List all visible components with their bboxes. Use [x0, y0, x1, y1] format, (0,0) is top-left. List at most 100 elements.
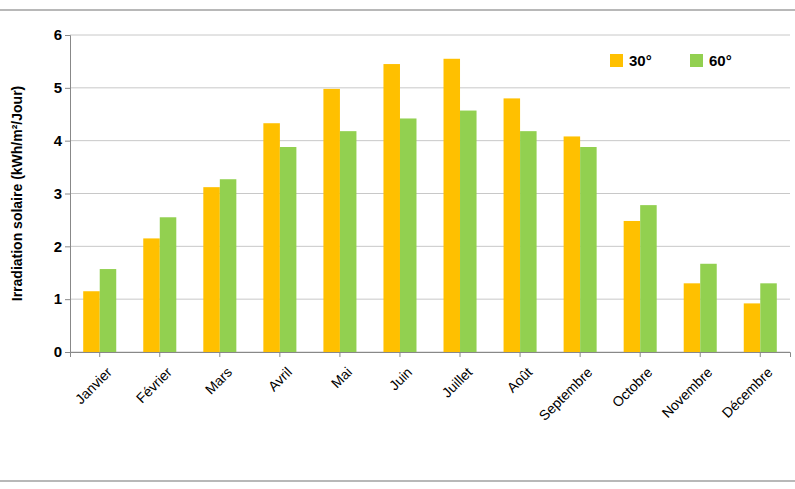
bar: [760, 283, 777, 352]
x-tick: Novembre: [658, 352, 715, 421]
x-tick-label: Septembre: [536, 364, 596, 424]
x-tick-mark: [99, 352, 100, 357]
y-tick-label: 6: [54, 26, 62, 43]
bar-series: [83, 59, 760, 352]
x-tick-label: Janvier: [72, 364, 115, 407]
x-tick-label: Février: [133, 364, 175, 406]
y-axis-line: [65, 36, 71, 353]
x-tick-label: Octobre: [609, 364, 656, 411]
x-tick-mark: [760, 352, 761, 357]
x-tick-label: Avril: [265, 364, 295, 394]
bar: [203, 187, 220, 352]
grid-line: [70, 299, 790, 300]
y-tick-mark: [65, 352, 70, 353]
x-tick-label: Juin: [386, 364, 415, 393]
bars: [83, 59, 777, 352]
bar: [640, 205, 657, 352]
x-tick: Février: [133, 352, 175, 406]
bar: [520, 131, 537, 352]
bar: [744, 303, 761, 352]
grid: [70, 35, 790, 352]
y-tick-label: 5: [54, 79, 62, 96]
y-tick-mark: [65, 141, 70, 142]
chart: 0 1 2 3 4 5 6 Janvier Février Mars Avril Mai Juin Jui…: [0, 0, 795, 489]
x-axis: Janvier Février Mars Avril Mai Juin Juillet Aoû…: [71, 352, 791, 424]
x-tick: Mars: [202, 352, 235, 397]
x-tick-mark: [159, 352, 160, 357]
x-tick-mark: [520, 352, 521, 357]
x-tick-mark: [580, 352, 581, 357]
y-tick: 1: [54, 290, 70, 307]
y-tick-label: 3: [54, 185, 62, 202]
x-tick: Janvier: [72, 352, 115, 407]
x-tick-mark: [219, 352, 220, 357]
grid-line: [70, 140, 790, 141]
bar: [220, 179, 237, 352]
bar: [383, 64, 400, 352]
x-tick: Avril: [265, 352, 295, 394]
grid-line: [70, 193, 790, 194]
frame-bottom: [0, 480, 795, 482]
bar-series: [100, 111, 777, 352]
bar: [460, 111, 477, 352]
bar: [263, 123, 280, 352]
y-tick: 3: [54, 185, 70, 202]
bar: [564, 136, 581, 352]
y-tick-label: 0: [54, 343, 62, 360]
y-tick-mark: [65, 246, 70, 247]
plot: 0 1 2 3 4 5 6 Janvier Février Mars Avril Mai Juin Jui…: [54, 26, 791, 423]
x-tick: Octobre: [609, 352, 656, 410]
bar: [160, 217, 177, 352]
x-tick-mark: [399, 352, 400, 357]
x-tick-mark: [339, 352, 340, 357]
x-tick-mark: [700, 352, 701, 357]
bar: [504, 98, 521, 352]
y-axis: 0 1 2 3 4 5 6: [54, 26, 71, 360]
legend-label: 30°: [629, 52, 652, 69]
bar: [143, 238, 160, 352]
y-tick-label: 4: [54, 132, 63, 149]
x-tick: Juillet: [439, 352, 476, 401]
x-tick-mark: [279, 352, 280, 357]
x-axis-line: [71, 353, 791, 358]
y-tick-label: 2: [54, 238, 62, 255]
y-tick: 5: [54, 79, 70, 96]
x-tick: Mai: [328, 352, 355, 391]
legend-item: 30°: [610, 52, 652, 69]
bar: [580, 147, 597, 352]
x-tick-label: Août: [504, 364, 536, 396]
y-tick: 2: [54, 238, 70, 255]
bar: [444, 59, 461, 352]
frame-top: [0, 9, 795, 11]
y-tick-mark: [65, 88, 70, 89]
grid-line: [70, 87, 790, 88]
x-tick-label: Mars: [202, 364, 235, 397]
bar: [700, 264, 717, 352]
legend-swatch: [690, 54, 703, 67]
x-tick: Septembre: [536, 352, 596, 424]
y-tick-mark: [65, 299, 70, 300]
x-tick: Août: [504, 352, 536, 396]
y-tick-mark: [65, 194, 70, 195]
legend: 30° 60°: [610, 52, 732, 69]
bar: [100, 269, 117, 352]
bar: [323, 89, 340, 352]
bar: [684, 283, 701, 352]
x-tick: Juin: [386, 352, 415, 393]
bar: [340, 131, 357, 352]
legend-label: 60°: [709, 52, 732, 69]
y-tick-mark: [65, 35, 70, 36]
y-tick: 4: [54, 132, 70, 149]
x-tick-label: Décembre: [719, 364, 776, 421]
y-tick-label: 1: [54, 290, 62, 307]
bar: [280, 147, 297, 352]
bar: [624, 221, 641, 352]
x-tick: Décembre: [719, 352, 776, 421]
y-axis-title: Irradiation solaire (kWh/m²/Jour): [9, 86, 25, 301]
y-tick: 0: [54, 343, 70, 360]
legend-swatch: [610, 54, 623, 67]
bar: [400, 118, 417, 352]
legend-item: 60°: [690, 52, 732, 69]
x-tick-label: Mai: [328, 364, 355, 391]
y-tick: 6: [54, 26, 70, 43]
